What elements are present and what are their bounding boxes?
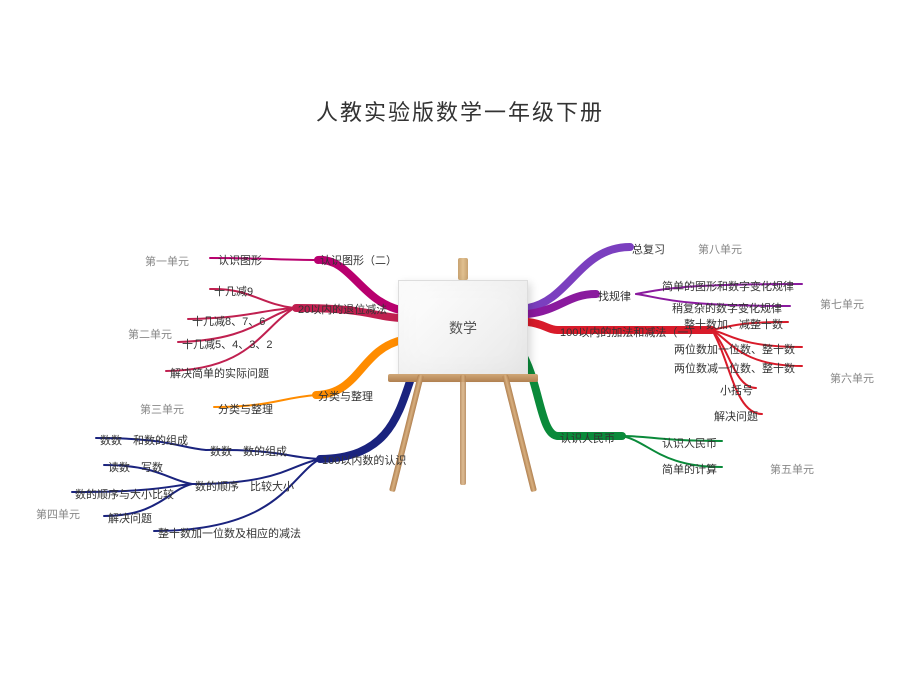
subleaf-label: 数数 和数的组成 [100, 432, 188, 448]
leaf-label: 认识人民币 [662, 435, 717, 451]
leaf-label: 数的顺序 比较大小 [195, 478, 294, 494]
leaf-label: 认识图形 [218, 252, 262, 268]
leaf-label: 两位数减一位数、整十数 [674, 360, 795, 376]
subleaf-label: 解决问题 [108, 510, 152, 526]
unit-label: 第一单元 [145, 253, 189, 269]
leaf-label: 分类与整理 [218, 401, 273, 417]
leaf-label: 十几减9 [214, 283, 253, 299]
subleaf-label: 读数 写数 [108, 459, 163, 475]
topic-label: 分类与整理 [318, 388, 373, 404]
easel-leg-center [460, 375, 466, 485]
leaf-label: 稍复杂的数字变化规律 [672, 300, 782, 316]
leaf-label: 整十数加一位数及相应的减法 [158, 525, 301, 541]
center-label: 数学 [449, 318, 477, 338]
center-node: 数学 [398, 280, 528, 375]
leaf-label: 数数 数的组成 [210, 443, 287, 459]
topic-label: 100以内的加法和减法（一） [560, 324, 699, 340]
leaf-label: 十几减5、4、3、2 [182, 336, 272, 352]
leaf-label: 两位数加一位数、整十数 [674, 341, 795, 357]
unit-label: 第三单元 [140, 401, 184, 417]
leaf-label: 简单的计算 [662, 461, 717, 477]
topic-label: 找规律 [598, 288, 631, 304]
leaf-label: 简单的图形和数字变化规律 [662, 278, 794, 294]
unit-label: 第八单元 [698, 241, 742, 257]
topic-label: 认识图形（二） [320, 252, 397, 268]
topic-label: 100以内数的认识 [322, 452, 406, 468]
unit-label: 第七单元 [820, 296, 864, 312]
topic-label: 20以内的退位减法 [298, 301, 387, 317]
leaf-label: 小括号 [720, 382, 753, 398]
subleaf-label: 数的顺序与大小比较 [75, 486, 174, 502]
unit-label: 第四单元 [36, 506, 80, 522]
leaf-label: 解决简单的实际问题 [170, 365, 269, 381]
leaf-label: 十几减8、7、6 [192, 313, 265, 329]
leaf-label: 解决问题 [714, 408, 758, 424]
leaf-label: 整十数加、减整十数 [684, 316, 783, 332]
easel-top-peg [458, 258, 468, 280]
topic-label: 认识人民币 [560, 430, 615, 446]
unit-label: 第二单元 [128, 326, 172, 342]
unit-label: 第五单元 [770, 461, 814, 477]
unit-label: 第六单元 [830, 370, 874, 386]
topic-label: 总复习 [632, 241, 665, 257]
